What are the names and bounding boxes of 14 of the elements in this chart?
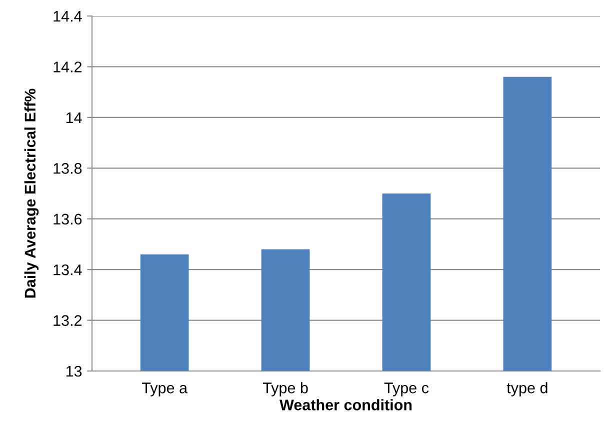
- x-tick-label: Type c: [384, 382, 429, 396]
- x-axis-title: Weather condition: [280, 399, 412, 410]
- x-tick-label: type d: [506, 382, 548, 396]
- y-tick-label: 13.6: [54, 214, 82, 225]
- y-tick-label: 14: [66, 112, 82, 123]
- x-tick-label: Type b: [262, 382, 308, 396]
- y-tick-label: 13: [66, 366, 82, 377]
- y-tick-label: 13.2: [54, 315, 82, 326]
- y-tick-label: 13.8: [54, 163, 82, 174]
- x-tick-label: Type a: [142, 382, 188, 396]
- y-tick-label: 14.4: [54, 11, 82, 22]
- y-tick-label: 13.4: [54, 264, 82, 276]
- y-tick-label: 14.2: [54, 62, 82, 72]
- y-axis-title: Daily Average Electrical Eff%: [24, 88, 39, 298]
